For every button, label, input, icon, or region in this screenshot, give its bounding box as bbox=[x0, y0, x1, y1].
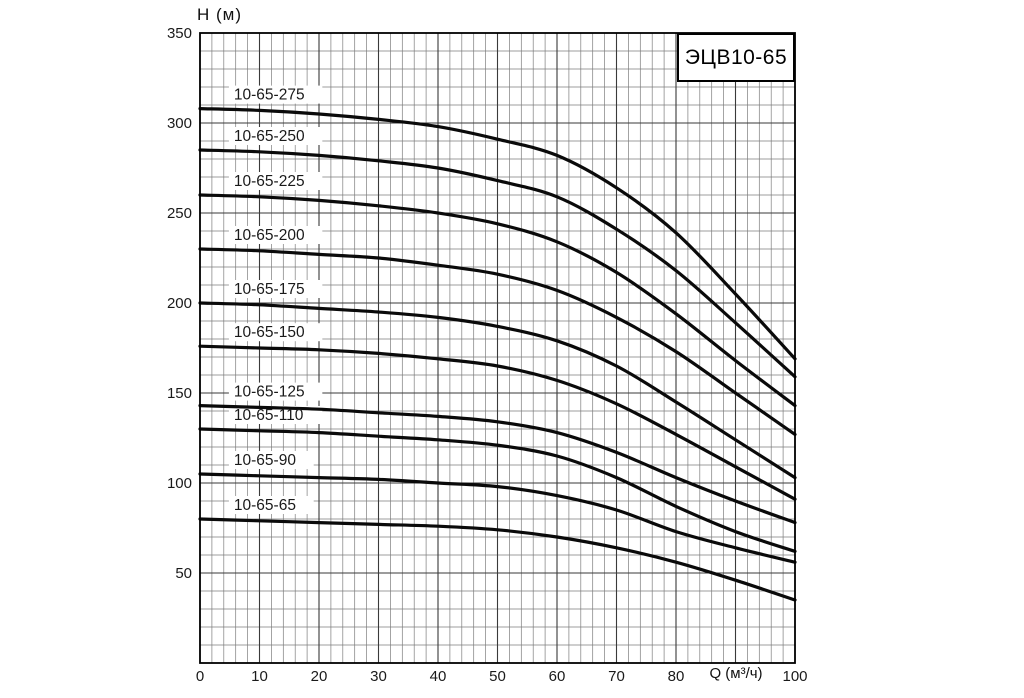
x-tick-label: 50 bbox=[489, 668, 506, 685]
y-tick-label: 250 bbox=[167, 205, 192, 222]
curve-10-65-65 bbox=[198, 517, 797, 602]
curve-label: 10-65-125 bbox=[234, 384, 305, 401]
curve-10-65-175 bbox=[198, 301, 797, 480]
curve-10-65-110 bbox=[198, 427, 797, 553]
curve-label-backdrop bbox=[228, 172, 323, 190]
plot-border bbox=[199, 32, 796, 664]
curve-10-65-250 bbox=[198, 148, 797, 379]
curve-10-65-125 bbox=[198, 404, 797, 525]
curve-label: 10-65-200 bbox=[234, 227, 305, 244]
curve-label: 10-65-225 bbox=[234, 173, 305, 190]
x-axis-title: Q (м³/ч) bbox=[709, 665, 763, 682]
curve-label-backdrop bbox=[228, 382, 323, 401]
curve-label-backdrop bbox=[228, 451, 314, 469]
curve-label: 10-65-110 bbox=[234, 407, 304, 424]
x-tick-label: 80 bbox=[668, 668, 685, 685]
x-tick-label: 0 bbox=[196, 668, 204, 685]
x-tick-label: 40 bbox=[430, 668, 447, 685]
y-tick-label: 300 bbox=[167, 115, 192, 132]
series-title-label: ЭЦВ10-65 bbox=[684, 45, 788, 69]
y-tick-label: 150 bbox=[167, 385, 192, 402]
x-tick-label: 10 bbox=[251, 668, 268, 685]
x-tick-label: 30 bbox=[370, 668, 387, 685]
x-tick-label: 100 bbox=[782, 668, 807, 685]
curve-label-backdrop bbox=[228, 226, 323, 244]
curve-label: 10-65-175 bbox=[234, 281, 305, 298]
curve-label-backdrop bbox=[228, 406, 323, 424]
y-tick-label: 100 bbox=[167, 475, 192, 492]
y-tick-label: 50 bbox=[175, 565, 192, 582]
curve-10-65-225 bbox=[198, 193, 797, 408]
x-tick-label: 70 bbox=[608, 668, 625, 685]
curve-10-65-275 bbox=[198, 107, 797, 361]
curve-label: 10-65-65 bbox=[234, 497, 296, 514]
curve-label-backdrop bbox=[228, 280, 323, 298]
curve-label-backdrop bbox=[228, 85, 323, 104]
curve-label: 10-65-150 bbox=[234, 324, 305, 341]
y-tick-label: 200 bbox=[167, 295, 192, 312]
x-tick-label: 20 bbox=[311, 668, 328, 685]
curve-label: 10-65-275 bbox=[234, 87, 305, 104]
curve-10-65-200 bbox=[198, 247, 797, 436]
series-title-box: ЭЦВ10-65 bbox=[677, 33, 795, 82]
x-tick-label: 60 bbox=[549, 668, 566, 685]
y-tick-label: 350 bbox=[167, 25, 192, 42]
curve-10-65-150 bbox=[198, 344, 797, 501]
curve-label-backdrop bbox=[228, 496, 314, 514]
y-axis-title: Н (м) bbox=[197, 5, 243, 24]
curve-label: 10-65-250 bbox=[234, 128, 305, 145]
curve-label: 10-65-90 bbox=[234, 452, 296, 469]
curve-label-backdrop bbox=[228, 127, 323, 145]
curve-label-backdrop bbox=[228, 323, 323, 342]
curve-10-65-90 bbox=[198, 472, 797, 564]
